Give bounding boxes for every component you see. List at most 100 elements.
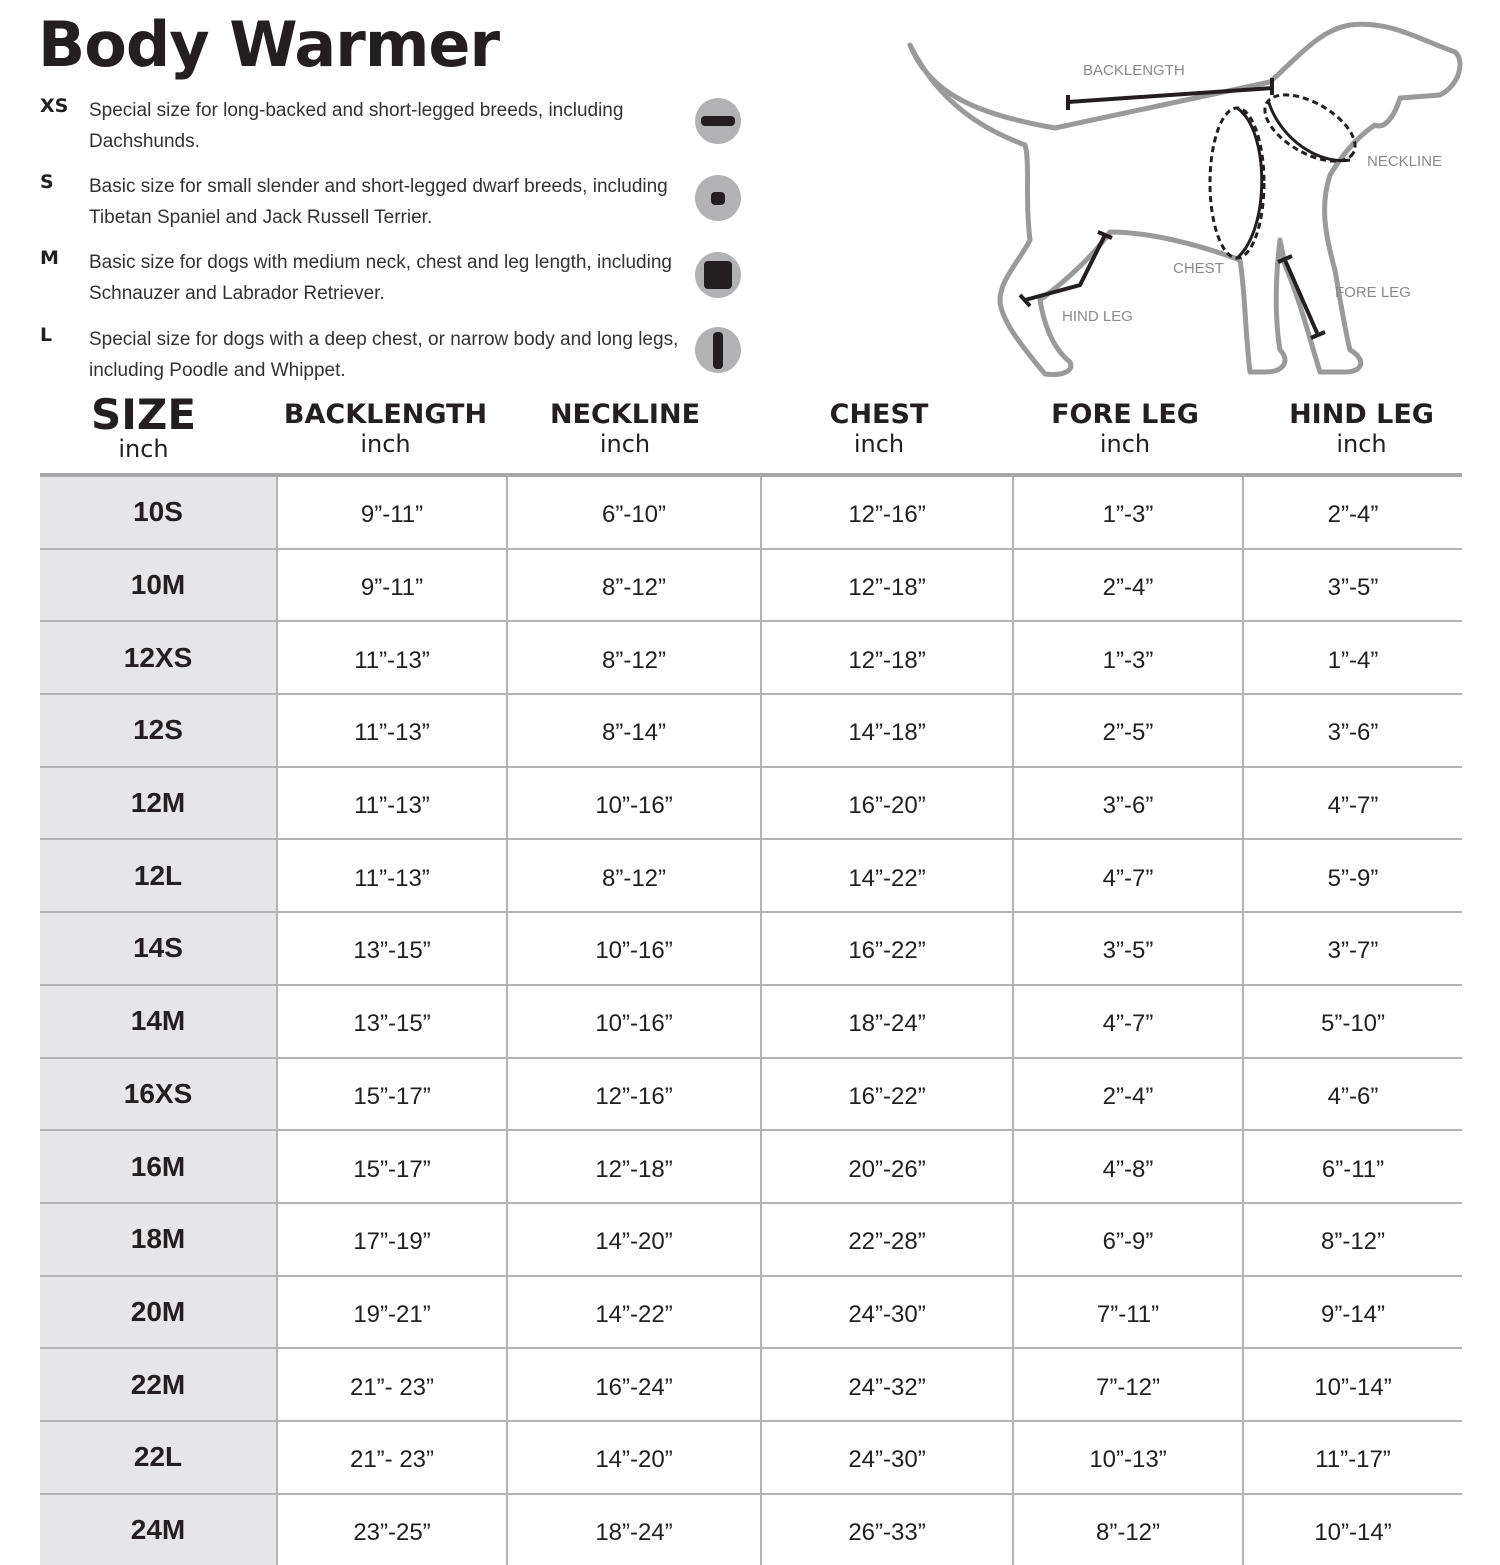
large-square-icon [695, 252, 741, 298]
cell-fore-leg: 8”-12” [1012, 1492, 1244, 1565]
vertical-bar-icon [695, 327, 741, 373]
cell-fore-leg: 4”-7” [1012, 838, 1244, 914]
chest-label: CHEST [1173, 260, 1224, 277]
cell-backlength: 15”-17” [276, 1056, 508, 1132]
table-row: 18M 17”-19” 14”-20” 22”-28” 6”-9” 8”-12” [40, 1201, 1462, 1277]
cell-neckline: 8”-12” [506, 838, 762, 914]
cell-chest: 24”-30” [760, 1419, 1014, 1495]
cell-neckline: 14”-22” [506, 1274, 762, 1350]
cell-fore-leg: 2”-4” [1012, 547, 1244, 623]
table-row: 22M 21”- 23” 16”-24” 24”-32” 7”-12” 10”-14” [40, 1347, 1462, 1422]
table-row: 12XS 11”-13” 8”-12” 12”-18” 1”-3” 1”-4” [40, 620, 1462, 696]
cell-neckline: 12”-18” [506, 1129, 762, 1204]
cell-backlength: 21”- 23” [276, 1419, 508, 1495]
cell-neckline: 8”-12” [506, 620, 762, 696]
neckline-label: NECKLINE [1367, 153, 1443, 170]
cell-chest: 12”-18” [760, 547, 1014, 623]
header-backlength: BACKLENGTH inch [283, 399, 488, 459]
cell-backlength: 11”-13” [276, 693, 508, 768]
table-row: 20M 19”-21” 14”-22” 24”-30” 7”-11” 9”-14” [40, 1274, 1462, 1350]
cell-size: 16XS [40, 1056, 278, 1132]
cell-backlength: 9”-11” [276, 547, 508, 623]
cell-size: 12M [40, 765, 278, 841]
fore-leg-line [1277, 254, 1326, 340]
size-description: Special size for long-backed and short-l… [89, 100, 624, 152]
cell-fore-leg: 3”-6” [1012, 765, 1244, 841]
size-code: L [40, 324, 53, 346]
table-row: 22L 21”- 23” 14”-20” 24”-30” 10”-13” 11”-17” [40, 1419, 1462, 1495]
cell-size: 14S [40, 911, 278, 986]
table-row: 14S 13”-15” 10”-16” 16”-22” 3”-5” 3”-7” [40, 911, 1462, 986]
cell-size: 22M [40, 1347, 278, 1422]
header-chest: CHEST inch [829, 399, 929, 459]
table-row: 12L 11”-13” 8”-12” 14”-22” 4”-7” 5”-9” [40, 838, 1462, 914]
cell-hind-leg: 3”-5” [1242, 547, 1462, 623]
table-row: 16XS 15”-17” 12”-16” 16”-22” 2”-4” 4”-6” [40, 1056, 1462, 1132]
cell-fore-leg: 7”-12” [1012, 1347, 1244, 1422]
hind-leg-label: HIND LEG [1062, 308, 1133, 325]
cell-fore-leg: 3”-5” [1012, 911, 1244, 986]
cell-hind-leg: 1”-4” [1242, 620, 1462, 696]
header-size: SIZE inch [90, 390, 197, 464]
cell-hind-leg: 9”-14” [1242, 1274, 1462, 1350]
cell-neckline: 16”-24” [506, 1347, 762, 1422]
cell-backlength: 23”-25” [276, 1492, 508, 1565]
cell-chest: 12”-16” [760, 477, 1014, 550]
cell-chest: 24”-30” [760, 1274, 1014, 1350]
cell-fore-leg: 10”-13” [1012, 1419, 1244, 1495]
cell-neckline: 14”-20” [506, 1419, 762, 1495]
cell-backlength: 19”-21” [276, 1274, 508, 1350]
cell-size: 22L [40, 1419, 278, 1495]
cell-size: 18M [40, 1201, 278, 1277]
page-title: Body Warmer [38, 8, 500, 81]
cell-fore-leg: 6”-9” [1012, 1201, 1244, 1277]
cell-hind-leg: 5”-9” [1242, 838, 1462, 914]
header-neckline: NECKLINE inch [549, 399, 701, 459]
header-hind-leg: HIND LEG inch [1289, 399, 1434, 459]
cell-backlength: 21”- 23” [276, 1347, 508, 1422]
header-fore-leg: FORE LEG inch [1051, 399, 1199, 459]
cell-neckline: 10”-16” [506, 765, 762, 841]
table-row: 10M 9”-11” 8”-12” 12”-18” 2”-4” 3”-5” [40, 547, 1462, 623]
backlength-line [1066, 78, 1274, 110]
cell-neckline: 8”-12” [506, 547, 762, 623]
size-description: Special size for dogs with a deep chest,… [89, 329, 679, 381]
cell-backlength: 13”-15” [276, 983, 508, 1059]
cell-hind-leg: 3”-7” [1242, 911, 1462, 986]
size-code: S [40, 171, 54, 193]
size-code: XS [40, 95, 69, 117]
dog-outline [907, 21, 1463, 377]
table-row: 10S 9”-11” 6”-10” 12”-16” 1”-3” 2”-4” [40, 477, 1462, 550]
fore-leg-label: FORE LEG [1335, 284, 1411, 301]
cell-neckline: 8”-14” [506, 693, 762, 768]
table-row: 12M 11”-13” 10”-16” 16”-20” 3”-6” 4”-7” [40, 765, 1462, 841]
cell-neckline: 6”-10” [506, 477, 762, 550]
cell-neckline: 12”-16” [506, 1056, 762, 1132]
size-table: 10S 9”-11” 6”-10” 12”-16” 1”-3” 2”-4” 10M 9”-11… [40, 477, 1462, 1565]
cell-neckline: 10”-16” [506, 911, 762, 986]
size-description: Basic size for small slender and short-l… [89, 176, 668, 228]
cell-fore-leg: 4”-7” [1012, 983, 1244, 1059]
cell-size: 16M [40, 1129, 278, 1204]
cell-backlength: 13”-15” [276, 911, 508, 986]
cell-fore-leg: 4”-8” [1012, 1129, 1244, 1204]
size-description: Basic size for dogs with medium neck, ch… [89, 252, 672, 304]
cell-size: 14M [40, 983, 278, 1059]
cell-fore-leg: 1”-3” [1012, 620, 1244, 696]
cell-chest: 16”-22” [760, 911, 1014, 986]
cell-chest: 22”-28” [760, 1201, 1014, 1277]
cell-hind-leg: 4”-6” [1242, 1056, 1462, 1132]
backlength-label: BACKLENGTH [1083, 62, 1185, 79]
cell-size: 20M [40, 1274, 278, 1350]
cell-chest: 18”-24” [760, 983, 1014, 1059]
cell-backlength: 11”-13” [276, 620, 508, 696]
cell-hind-leg: 10”-14” [1242, 1347, 1462, 1422]
table-row: 24M 23”-25” 18”-24” 26”-33” 8”-12” 10”-14” [40, 1492, 1462, 1565]
cell-hind-leg: 5”-10” [1242, 983, 1462, 1059]
cell-neckline: 14”-20” [506, 1201, 762, 1277]
cell-backlength: 17”-19” [276, 1201, 508, 1277]
cell-size: 24M [40, 1492, 278, 1565]
table-row: 12S 11”-13” 8”-14” 14”-18” 2”-5” 3”-6” [40, 693, 1462, 768]
cell-fore-leg: 1”-3” [1012, 477, 1244, 550]
cell-chest: 20”-26” [760, 1129, 1014, 1204]
